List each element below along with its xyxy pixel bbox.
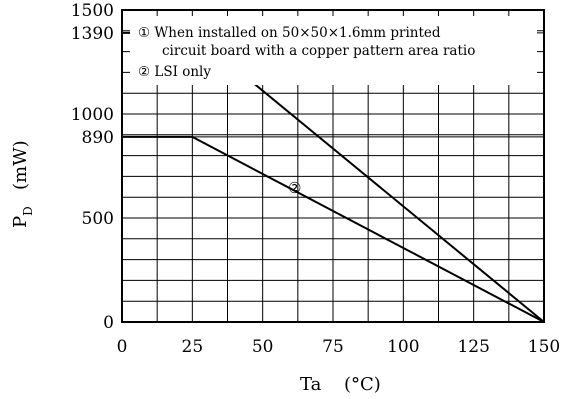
x-axis-label: Ta: [300, 374, 322, 395]
x-tick-labels: 0 25 50 75 100 125 150: [117, 337, 561, 357]
y-tick-labels: 0 500 890 1000 1390 1500: [71, 1, 114, 333]
note-line-2: circuit board with a copper pattern area…: [162, 43, 475, 59]
x-tick-label: 100: [387, 337, 419, 357]
plot-frame: [121, 9, 545, 323]
x-tick-label: 150: [528, 337, 560, 357]
annotation-box: ① When installed on 50×50×1.6mm printed …: [130, 16, 537, 85]
note-line-1: ① When installed on 50×50×1.6mm printed: [138, 25, 441, 41]
y-tick-label: 500: [82, 209, 114, 229]
x-tick-label: 125: [457, 337, 489, 357]
y-tick-label: 1390: [71, 24, 114, 44]
y-tick-label: 1000: [71, 105, 114, 125]
y-axis-title: PD (mW): [10, 140, 35, 228]
series-line-2: [122, 135, 545, 323]
x-tick-label: 0: [117, 337, 128, 357]
x-tick-label: 75: [322, 337, 344, 357]
y-axis-label: PD: [10, 206, 35, 228]
x-tick-label: 25: [182, 337, 204, 357]
y-tick-label: 890: [82, 128, 114, 148]
note-line-3: ② LSI only: [138, 64, 211, 80]
series-label-2: ②: [288, 179, 301, 197]
y-tick-label: 1500: [71, 1, 114, 21]
y-tick-label: 0: [103, 313, 114, 333]
annotation-background: [130, 16, 537, 85]
x-tick-label: 50: [252, 337, 274, 357]
x-axis-unit: (°C): [344, 374, 381, 395]
y-axis-unit: (mW): [10, 140, 31, 190]
